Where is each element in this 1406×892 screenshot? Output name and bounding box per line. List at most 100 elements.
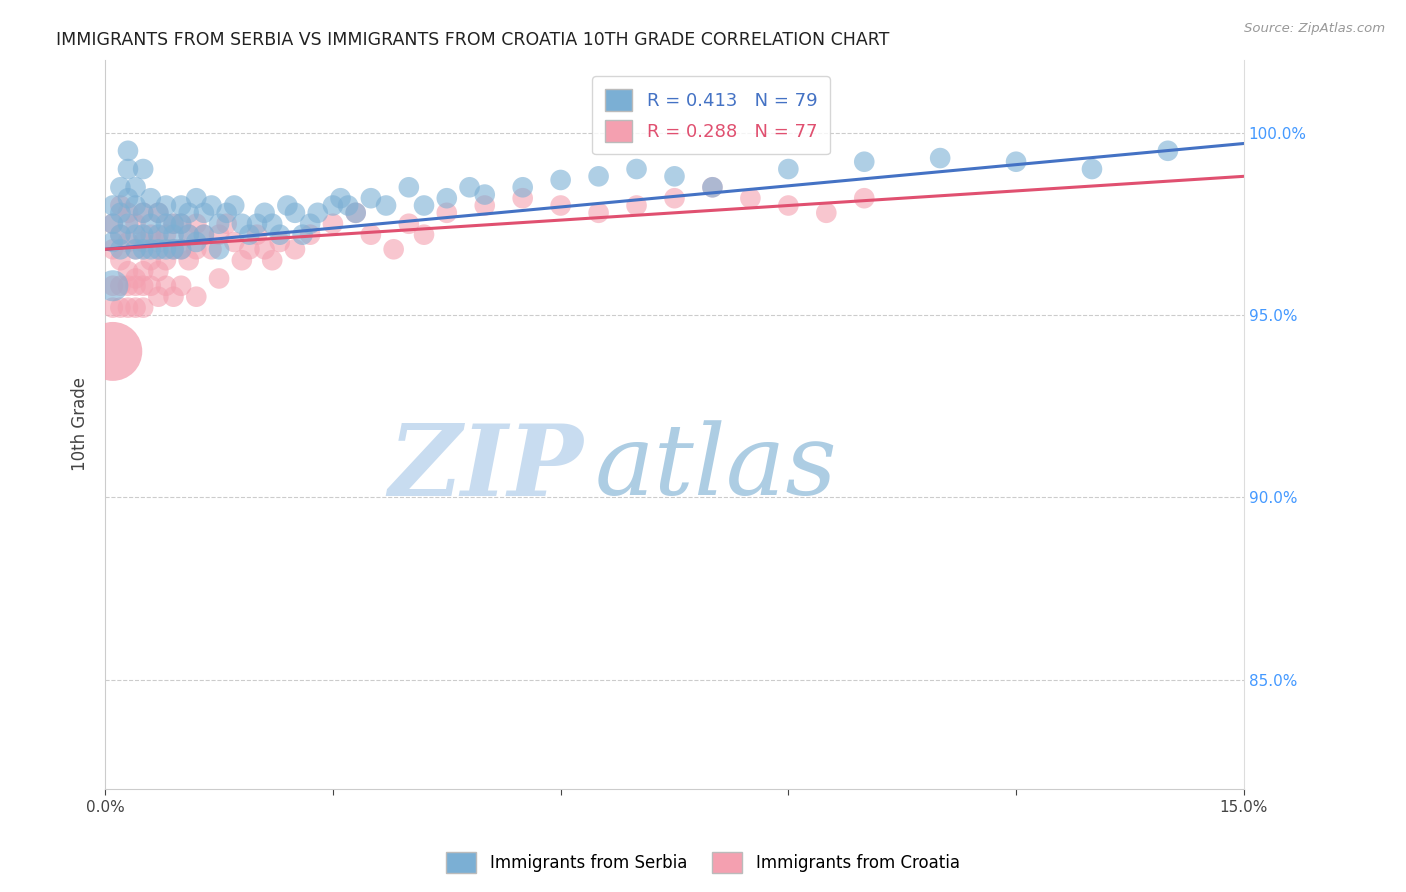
Point	[929, 151, 952, 165]
Point	[155, 227, 177, 242]
Point	[413, 198, 436, 212]
Point	[155, 253, 177, 268]
Point	[148, 227, 170, 242]
Point	[375, 198, 398, 212]
Point	[110, 242, 132, 256]
Point	[101, 217, 124, 231]
Point	[186, 242, 208, 256]
Point	[162, 217, 184, 231]
Point	[398, 180, 420, 194]
Point	[101, 242, 124, 256]
Point	[139, 227, 162, 242]
Point	[284, 206, 307, 220]
Point	[337, 198, 360, 212]
Point	[101, 217, 124, 231]
Point	[215, 217, 238, 231]
Point	[626, 198, 648, 212]
Point	[124, 180, 146, 194]
Point	[132, 227, 155, 242]
Point	[853, 191, 876, 205]
Point	[110, 180, 132, 194]
Point	[329, 191, 352, 205]
Point	[170, 217, 193, 231]
Point	[276, 198, 298, 212]
Legend: Immigrants from Serbia, Immigrants from Croatia: Immigrants from Serbia, Immigrants from …	[440, 846, 966, 880]
Point	[124, 271, 146, 285]
Text: Source: ZipAtlas.com: Source: ZipAtlas.com	[1244, 22, 1385, 36]
Point	[101, 198, 124, 212]
Point	[186, 191, 208, 205]
Point	[110, 206, 132, 220]
Point	[815, 206, 838, 220]
Point	[117, 144, 139, 158]
Point	[132, 161, 155, 176]
Point	[458, 180, 481, 194]
Point	[124, 242, 146, 256]
Point	[139, 191, 162, 205]
Point	[299, 217, 322, 231]
Point	[117, 278, 139, 293]
Point	[124, 227, 146, 242]
Point	[101, 301, 124, 315]
Point	[148, 206, 170, 220]
Point	[208, 217, 231, 231]
Point	[177, 206, 200, 220]
Point	[139, 253, 162, 268]
Point	[132, 242, 155, 256]
Point	[186, 290, 208, 304]
Point	[512, 191, 534, 205]
Point	[170, 242, 193, 256]
Text: IMMIGRANTS FROM SERBIA VS IMMIGRANTS FROM CROATIA 10TH GRADE CORRELATION CHART: IMMIGRANTS FROM SERBIA VS IMMIGRANTS FRO…	[56, 31, 890, 49]
Point	[382, 242, 405, 256]
Point	[299, 227, 322, 242]
Point	[162, 290, 184, 304]
Point	[132, 301, 155, 315]
Point	[155, 198, 177, 212]
Point	[550, 173, 572, 187]
Point	[124, 242, 146, 256]
Point	[740, 191, 762, 205]
Point	[307, 206, 329, 220]
Point	[664, 169, 686, 184]
Point	[1005, 154, 1028, 169]
Point	[1157, 144, 1180, 158]
Point	[110, 278, 132, 293]
Point	[124, 301, 146, 315]
Point	[124, 278, 146, 293]
Point	[139, 217, 162, 231]
Point	[626, 161, 648, 176]
Point	[474, 187, 496, 202]
Point	[398, 217, 420, 231]
Point	[148, 290, 170, 304]
Point	[155, 278, 177, 293]
Point	[177, 253, 200, 268]
Point	[148, 264, 170, 278]
Point	[200, 198, 222, 212]
Point	[117, 235, 139, 249]
Point	[170, 217, 193, 231]
Point	[148, 235, 170, 249]
Point	[110, 253, 132, 268]
Point	[117, 191, 139, 205]
Point	[132, 235, 155, 249]
Point	[117, 206, 139, 220]
Legend: R = 0.413   N = 79, R = 0.288   N = 77: R = 0.413 N = 79, R = 0.288 N = 77	[592, 76, 830, 154]
Point	[269, 235, 291, 249]
Point	[778, 161, 800, 176]
Point	[132, 206, 155, 220]
Point	[101, 344, 124, 359]
Point	[117, 161, 139, 176]
Point	[155, 242, 177, 256]
Point	[110, 198, 132, 212]
Point	[224, 198, 246, 212]
Point	[162, 227, 184, 242]
Point	[588, 206, 610, 220]
Point	[253, 242, 276, 256]
Point	[284, 242, 307, 256]
Point	[550, 198, 572, 212]
Point	[269, 227, 291, 242]
Point	[291, 227, 314, 242]
Point	[231, 217, 253, 231]
Point	[170, 198, 193, 212]
Point	[262, 253, 284, 268]
